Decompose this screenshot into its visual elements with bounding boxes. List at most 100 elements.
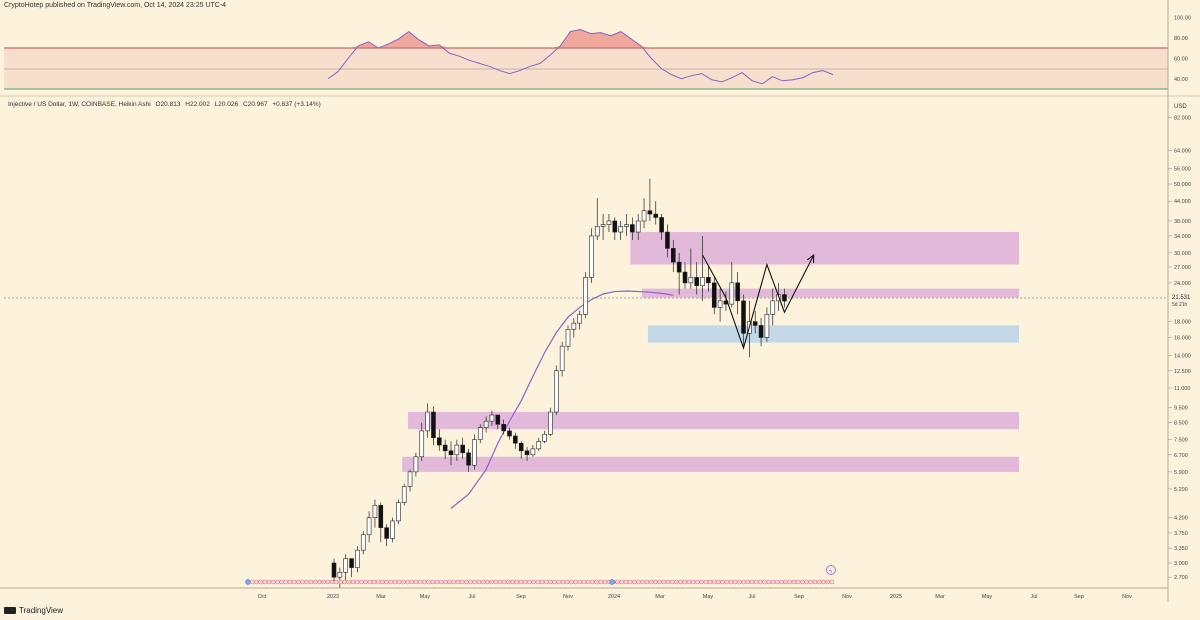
candle[interactable] — [524, 446, 530, 461]
event-marker[interactable] — [825, 579, 830, 585]
event-marker[interactable] — [346, 579, 352, 585]
event-marker[interactable] — [774, 579, 780, 585]
event-marker[interactable] — [548, 579, 553, 585]
event-marker[interactable] — [333, 579, 339, 585]
candle[interactable] — [741, 294, 746, 347]
candle[interactable] — [583, 272, 588, 318]
event-marker[interactable] — [741, 579, 746, 585]
event-marker[interactable] — [615, 579, 620, 585]
event-marker[interactable] — [518, 579, 524, 585]
event-marker[interactable] — [682, 579, 688, 585]
candle[interactable] — [641, 198, 647, 229]
candle[interactable] — [682, 262, 688, 289]
event-marker[interactable] — [329, 579, 335, 585]
event-marker[interactable] — [728, 579, 734, 585]
event-marker[interactable] — [455, 579, 461, 585]
event-marker[interactable] — [426, 579, 431, 585]
candle[interactable] — [507, 427, 512, 440]
candle[interactable] — [770, 288, 776, 326]
event-marker[interactable] — [665, 579, 671, 585]
event-marker[interactable] — [674, 579, 679, 585]
event-marker[interactable] — [732, 579, 738, 585]
event-marker[interactable] — [275, 579, 280, 585]
event-marker[interactable] — [489, 579, 494, 585]
event-marker[interactable] — [447, 579, 452, 585]
candle[interactable] — [594, 198, 600, 240]
event-marker[interactable] — [552, 579, 557, 585]
event-marker[interactable] — [472, 579, 478, 585]
candle[interactable] — [600, 214, 606, 240]
event-marker[interactable] — [703, 579, 709, 585]
event-marker[interactable] — [716, 579, 721, 585]
event-marker-start[interactable] — [245, 579, 251, 585]
candle[interactable] — [331, 558, 337, 583]
event-marker[interactable] — [317, 579, 322, 585]
event-marker[interactable] — [342, 579, 347, 585]
candle[interactable] — [706, 267, 711, 292]
event-marker[interactable] — [388, 579, 394, 585]
event-marker[interactable] — [401, 579, 406, 585]
event-marker[interactable] — [770, 579, 776, 585]
event-marker[interactable] — [669, 579, 675, 585]
candle[interactable] — [401, 483, 407, 506]
event-marker[interactable] — [678, 579, 683, 585]
event-marker[interactable] — [287, 579, 293, 585]
event-marker[interactable] — [434, 579, 440, 585]
candle[interactable] — [729, 262, 735, 308]
candle[interactable] — [489, 410, 495, 426]
event-marker[interactable] — [585, 579, 591, 585]
candle[interactable] — [659, 214, 664, 240]
event-marker[interactable] — [695, 579, 700, 585]
event-marker[interactable] — [405, 579, 410, 585]
candle[interactable] — [495, 414, 501, 430]
event-marker[interactable] — [632, 579, 637, 585]
event-marker[interactable] — [312, 579, 318, 585]
event-marker[interactable] — [821, 579, 826, 585]
event-marker[interactable] — [506, 579, 511, 585]
event-marker[interactable] — [539, 579, 545, 585]
event-marker[interactable] — [590, 579, 595, 585]
event-marker[interactable] — [354, 579, 360, 585]
event-marker[interactable] — [304, 579, 310, 585]
event-marker[interactable] — [350, 579, 356, 585]
event-marker[interactable] — [724, 579, 730, 585]
lightning-icon[interactable] — [826, 565, 836, 575]
event-marker[interactable] — [569, 579, 574, 585]
event-marker[interactable] — [779, 579, 784, 585]
event-marker[interactable] — [485, 579, 490, 585]
event-marker[interactable] — [577, 579, 583, 585]
candle[interactable] — [337, 567, 343, 588]
candle[interactable] — [396, 499, 401, 525]
event-marker[interactable] — [392, 579, 398, 585]
candle[interactable] — [390, 517, 395, 543]
candle[interactable] — [630, 217, 635, 240]
candle[interactable] — [752, 310, 758, 334]
event-marker[interactable] — [527, 579, 532, 585]
event-marker[interactable] — [266, 579, 272, 585]
candle[interactable] — [466, 448, 471, 472]
candle[interactable] — [407, 469, 413, 492]
event-marker[interactable] — [594, 579, 599, 585]
event-marker[interactable] — [787, 579, 793, 585]
event-marker[interactable] — [619, 579, 625, 585]
event-marker-mid[interactable] — [609, 579, 615, 585]
event-marker[interactable] — [464, 579, 469, 585]
candle[interactable] — [553, 365, 559, 416]
event-marker[interactable] — [396, 579, 402, 585]
event-marker[interactable] — [308, 579, 314, 585]
event-marker[interactable] — [384, 579, 389, 585]
event-marker[interactable] — [581, 579, 587, 585]
event-marker[interactable] — [468, 579, 473, 585]
event-marker[interactable] — [254, 579, 259, 585]
event-marker[interactable] — [451, 579, 457, 585]
event-marker[interactable] — [636, 579, 641, 585]
event-marker[interactable] — [531, 579, 536, 585]
event-marker[interactable] — [644, 579, 650, 585]
event-marker[interactable] — [602, 579, 608, 585]
event-marker[interactable] — [417, 579, 423, 585]
event-marker[interactable] — [573, 579, 578, 585]
event-marker[interactable] — [812, 579, 818, 585]
event-marker[interactable] — [829, 579, 835, 585]
event-marker[interactable] — [800, 579, 805, 585]
event-marker[interactable] — [522, 579, 528, 585]
